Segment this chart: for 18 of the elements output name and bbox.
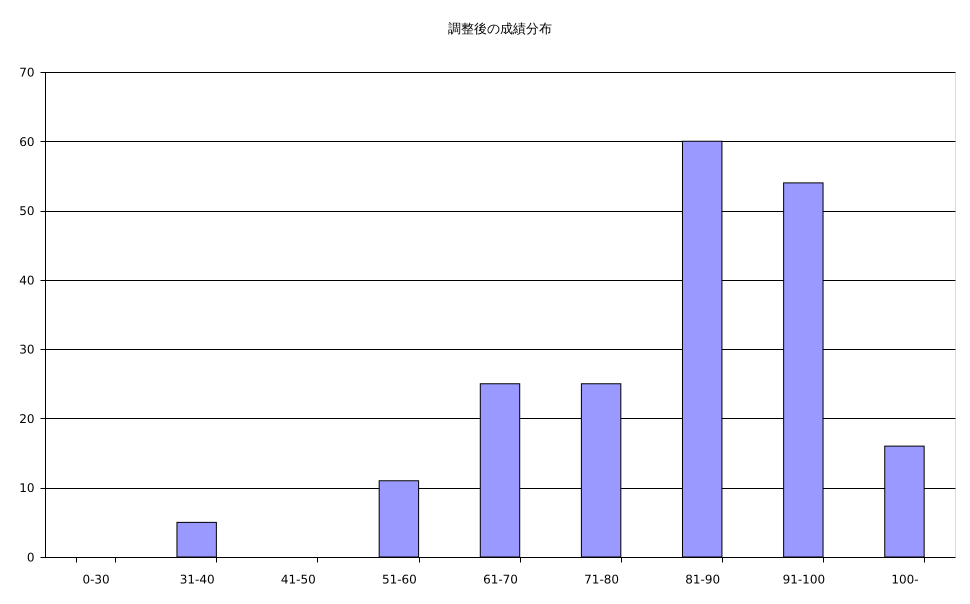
y-tick-label: 20	[19, 412, 34, 426]
x-tick-label: 0-30	[82, 572, 110, 586]
x-tick-label: 61-70	[483, 572, 518, 586]
y-tick-label: 10	[19, 481, 34, 496]
x-tick-label: 41-50	[280, 572, 316, 586]
x-tick-label: 81-90	[685, 572, 720, 586]
y-tick-label: 0	[26, 550, 34, 564]
x-tick-label: 31-40	[180, 572, 215, 586]
y-tick-label: 50	[19, 204, 34, 218]
x-tick-label: 71-80	[584, 572, 620, 586]
chart-title: 調整後の成績分布	[448, 22, 552, 37]
y-tick-label: 30	[19, 342, 34, 357]
x-tick-label: 51-60	[382, 572, 417, 586]
x-tick-label: 100-	[891, 572, 919, 586]
y-tick-label: 60	[19, 134, 34, 149]
y-tick-label: 70	[19, 66, 34, 80]
y-tick-label: 40	[19, 273, 34, 288]
x-tick-label: 91-100	[782, 572, 826, 586]
